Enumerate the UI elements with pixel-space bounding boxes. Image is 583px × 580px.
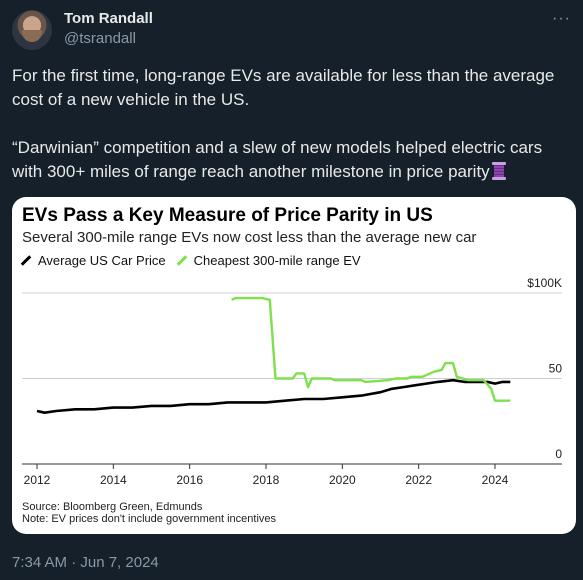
more-options-icon[interactable]: ··· xyxy=(552,10,571,27)
tweet-timestamp[interactable]: 7:34 AM · Jun 7, 2024 xyxy=(12,554,159,571)
chart-subtitle: Several 300-mile range EVs now cost less… xyxy=(22,229,477,246)
x-tick-label: 2024 xyxy=(482,473,509,487)
y-tick-label: $100K xyxy=(527,276,562,290)
avatar[interactable] xyxy=(12,10,52,50)
x-tick-label: 2020 xyxy=(329,473,356,487)
tweet-paragraph-2-text: “Darwinian” competition and a slew of ne… xyxy=(12,138,543,181)
x-tick-label: 2018 xyxy=(253,473,280,487)
x-tick-label: 2016 xyxy=(176,473,203,487)
x-tick-label: 2022 xyxy=(405,473,432,487)
author-name[interactable]: Tom Randall xyxy=(64,10,153,27)
legend-label-ev: Cheapest 300-mile range EV xyxy=(193,253,361,268)
tweet-paragraph-1: For the first time, long-range EVs are a… xyxy=(12,66,555,109)
chart-legend: Average US Car Price Cheapest 300-mile r… xyxy=(20,253,371,268)
note-line: Note: EV prices don't include government… xyxy=(22,513,277,525)
x-tick-label: 2014 xyxy=(100,473,127,487)
legend-label-avg: Average US Car Price xyxy=(38,253,166,268)
legend-item-avg: Average US Car Price xyxy=(20,253,166,268)
tweet-paragraph-2: “Darwinian” competition and a slew of ne… xyxy=(12,136,572,184)
chart-image-card[interactable]: EVs Pass a Key Measure of Price Parity i… xyxy=(12,197,576,534)
series-line-avg-car-price xyxy=(36,378,511,414)
source-line: Source: Bloomberg Green, Edmunds xyxy=(22,501,203,513)
x-tick-label: 2012 xyxy=(24,473,51,487)
chart-source: Source: Bloomberg Green, Edmunds Note: E… xyxy=(22,501,276,525)
line-chart: $100K 50 0 2012 2014 2016 2018 2020 2022 2024 xyxy=(22,276,563,487)
author-handle[interactable]: @tsrandall xyxy=(64,30,136,47)
y-tick-label: 0 xyxy=(555,447,562,461)
thread-spool-emoji-icon xyxy=(491,162,506,180)
tweet-text: For the first time, long-range EVs are a… xyxy=(12,64,572,184)
chart-title: EVs Pass a Key Measure of Price Parity i… xyxy=(22,205,433,226)
tweet-header: Tom Randall @tsrandall ··· xyxy=(12,8,571,52)
legend-item-ev: Cheapest 300-mile range EV xyxy=(176,253,361,268)
y-tick-label: 50 xyxy=(549,362,563,376)
series-line-cheapest-ev xyxy=(231,296,511,402)
